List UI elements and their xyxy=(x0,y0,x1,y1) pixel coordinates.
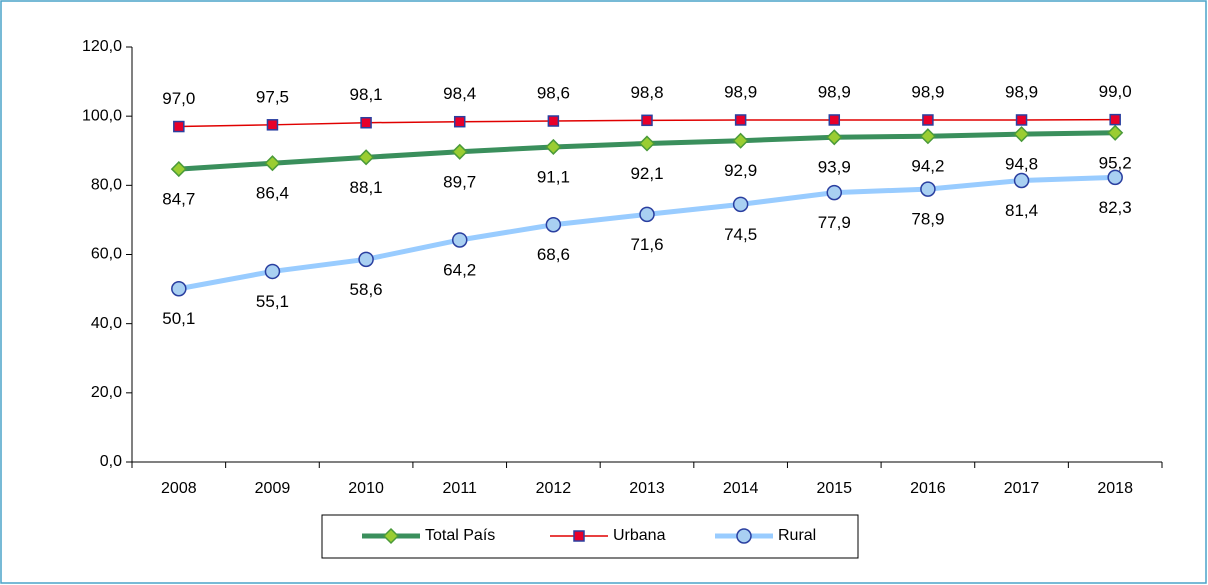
data-label: 98,9 xyxy=(911,82,944,101)
data-label: 91,1 xyxy=(537,167,570,186)
data-label: 92,1 xyxy=(630,164,663,183)
data-label: 98,8 xyxy=(630,83,663,102)
y-tick-label: 40,0 xyxy=(91,315,122,332)
legend-label: Total País xyxy=(425,527,495,544)
data-point xyxy=(826,129,843,146)
data-label: 98,4 xyxy=(443,84,476,103)
data-point xyxy=(358,251,374,268)
data-label: 98,6 xyxy=(537,83,570,102)
data-label: 97,5 xyxy=(256,87,289,106)
data-label: 98,1 xyxy=(350,85,383,104)
data-label: 86,4 xyxy=(256,184,289,203)
data-label: 77,9 xyxy=(818,213,851,232)
data-label: 88,1 xyxy=(350,178,383,197)
x-tick-label: 2013 xyxy=(629,480,665,497)
data-label: 78,9 xyxy=(911,210,944,229)
y-tick-label: 0,0 xyxy=(100,453,122,470)
y-tick-label: 120,0 xyxy=(82,38,122,55)
data-point xyxy=(545,138,562,156)
data-point xyxy=(360,116,372,129)
data-point xyxy=(1015,114,1028,126)
data-label: 68,6 xyxy=(537,245,570,264)
legend-label: Urbana xyxy=(613,527,666,544)
x-tick-label: 2010 xyxy=(348,480,384,497)
data-point xyxy=(1107,124,1124,141)
data-point xyxy=(920,181,936,197)
data-point xyxy=(451,232,468,248)
data-point xyxy=(922,114,934,126)
legend-marker xyxy=(382,527,400,545)
data-point xyxy=(1013,126,1030,143)
x-tick-label: 2008 xyxy=(161,480,197,497)
y-tick-label: 60,0 xyxy=(91,246,122,263)
data-label: 94,2 xyxy=(911,157,944,176)
legend-label: Rural xyxy=(778,527,816,544)
data-point xyxy=(545,217,562,233)
data-point xyxy=(826,184,843,201)
data-point xyxy=(734,114,747,126)
data-point xyxy=(1013,172,1030,189)
x-tick-label: 2014 xyxy=(723,480,759,497)
data-label: 94,8 xyxy=(1005,155,1038,174)
data-label: 71,6 xyxy=(630,235,663,254)
data-point xyxy=(170,161,187,178)
data-label: 58,6 xyxy=(350,280,383,299)
x-tick-label: 2016 xyxy=(910,480,946,497)
data-label: 98,9 xyxy=(818,82,851,101)
x-tick-label: 2009 xyxy=(255,480,291,497)
y-tick-label: 100,0 xyxy=(82,107,122,124)
data-point xyxy=(173,120,185,133)
x-tick-label: 2011 xyxy=(443,480,478,497)
data-point xyxy=(171,280,187,297)
data-point xyxy=(264,155,281,172)
data-point xyxy=(828,114,841,126)
data-point xyxy=(639,206,655,223)
data-point xyxy=(264,263,281,280)
data-label: 95,2 xyxy=(1099,153,1132,172)
data-label: 93,9 xyxy=(818,158,851,177)
x-tick-label: 2012 xyxy=(536,480,572,497)
x-tick-label: 2018 xyxy=(1097,480,1133,497)
data-label: 84,7 xyxy=(162,190,195,209)
data-label: 50,1 xyxy=(162,309,195,328)
data-label: 89,7 xyxy=(443,172,476,191)
x-tick-label: 2017 xyxy=(1004,480,1040,497)
data-point xyxy=(453,115,466,128)
data-point xyxy=(732,196,749,213)
data-label: 98,9 xyxy=(724,82,757,101)
data-point xyxy=(1109,113,1121,126)
legend-marker xyxy=(736,528,752,544)
y-tick-label: 80,0 xyxy=(91,177,122,194)
data-point xyxy=(641,114,653,127)
data-point xyxy=(919,128,936,145)
data-point xyxy=(451,143,468,160)
data-label: 98,9 xyxy=(1005,82,1038,101)
legend-marker xyxy=(573,530,585,542)
data-point xyxy=(638,135,656,152)
data-label: 97,0 xyxy=(162,89,195,108)
data-label: 82,3 xyxy=(1099,198,1132,217)
data-label: 74,5 xyxy=(724,225,757,244)
data-label: 55,1 xyxy=(256,292,289,311)
y-tick-label: 20,0 xyxy=(91,384,122,401)
x-tick-label: 2015 xyxy=(816,480,852,497)
data-label: 92,9 xyxy=(724,161,757,180)
data-label: 64,2 xyxy=(443,260,476,279)
data-label: 81,4 xyxy=(1005,201,1038,220)
data-point xyxy=(358,149,375,166)
data-point xyxy=(1107,169,1123,186)
data-point xyxy=(732,132,749,149)
data-label: 99,0 xyxy=(1099,82,1132,101)
data-point xyxy=(547,115,560,127)
data-point xyxy=(266,119,279,131)
